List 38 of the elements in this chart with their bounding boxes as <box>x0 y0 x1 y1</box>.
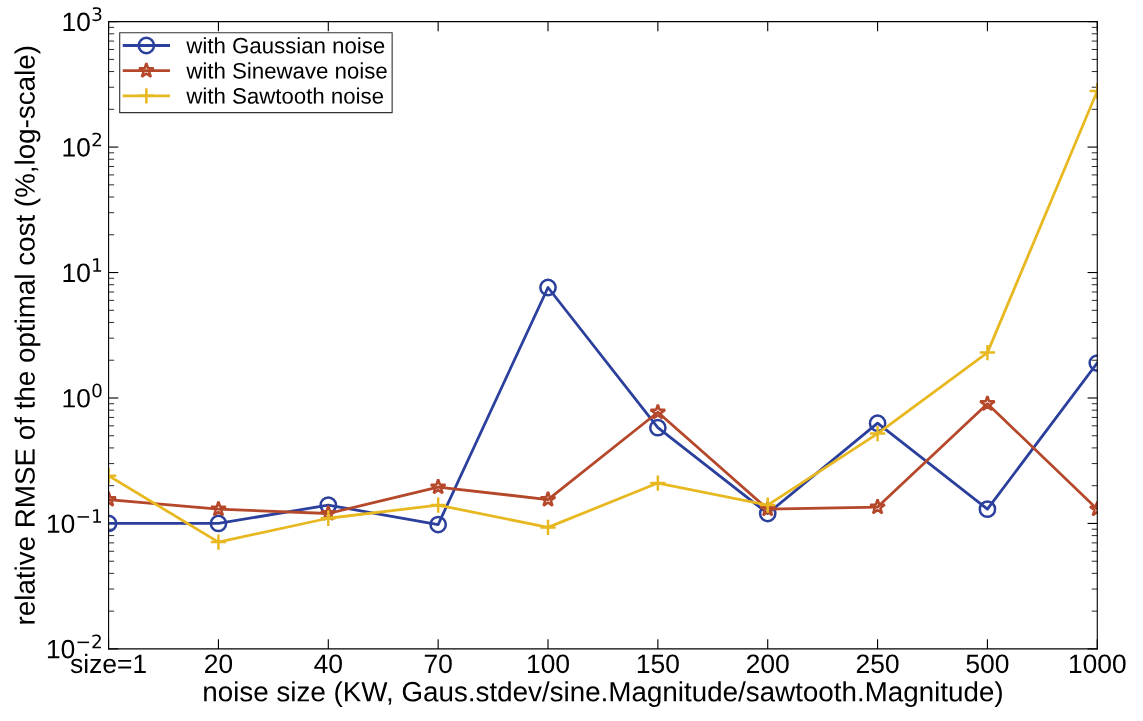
point <box>648 474 667 492</box>
x-tick-label: 20 <box>205 654 233 674</box>
point <box>648 418 667 437</box>
y-tick-label: 10$^{2}$ <box>63 132 102 157</box>
point <box>319 509 338 528</box>
point <box>209 500 227 517</box>
point <box>649 403 667 420</box>
x-tick-label: 100 <box>528 654 569 674</box>
x-tick-label: 40 <box>314 654 342 674</box>
point <box>209 514 228 533</box>
point <box>429 515 448 534</box>
point <box>539 518 557 537</box>
point <box>209 533 228 551</box>
legend-label: with Gaussian noise <box>186 37 385 54</box>
x-tick-label: 1000 <box>1069 654 1126 674</box>
point <box>539 278 557 297</box>
point <box>539 490 557 507</box>
x-tick-label: 250 <box>856 654 899 674</box>
x-axis-title: noise size (KW, Gaus.stdev/sine.Magnitude/sawtooth.Magnitude) <box>204 681 1002 708</box>
point <box>978 343 997 362</box>
y-axis-title: relative RMSE of the optimal cost (%,log-scale) <box>14 46 41 624</box>
x-tick-label: 150 <box>637 654 679 674</box>
point <box>429 478 447 495</box>
y-tick-label: 10$^{1}$ <box>63 258 102 283</box>
y-tick-label: 10$^{0}$ <box>63 383 102 408</box>
y-tick-label: 10$^{3}$ <box>63 7 102 32</box>
x-tick-label: 70 <box>424 654 452 674</box>
point <box>429 496 448 514</box>
point <box>869 498 887 515</box>
x-tick-label: 200 <box>747 654 789 674</box>
point <box>978 500 997 519</box>
y-tick-label: 10$^{−1}$ <box>47 509 102 534</box>
legend-label: with Sawtooth noise <box>186 87 384 104</box>
point <box>758 496 777 514</box>
point <box>978 394 996 412</box>
x-tick-label: 500 <box>966 654 1009 674</box>
legend-label: with Sinewave noise <box>186 62 387 79</box>
point <box>868 424 887 443</box>
